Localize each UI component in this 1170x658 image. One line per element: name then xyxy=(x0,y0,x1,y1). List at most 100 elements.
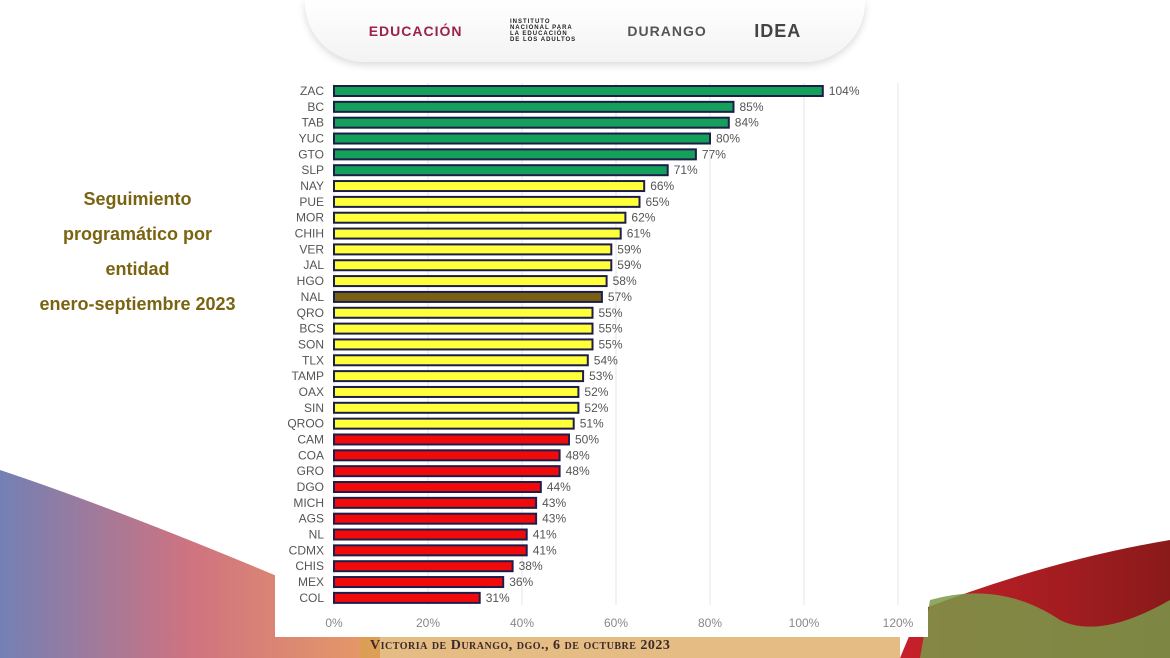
bar xyxy=(333,116,730,129)
data-label: 41% xyxy=(533,543,557,557)
category-label: COL xyxy=(299,591,324,605)
data-label: 43% xyxy=(542,512,566,526)
bar xyxy=(333,449,561,462)
category-label: MICH xyxy=(293,496,324,510)
bar xyxy=(333,354,589,367)
data-label: 55% xyxy=(599,337,623,351)
category-label: DGO xyxy=(297,480,324,494)
x-tick-label: 40% xyxy=(510,616,534,630)
bar xyxy=(333,576,505,589)
slide-title: Seguimiento programático por entidad ene… xyxy=(10,182,265,322)
category-label: OAX xyxy=(299,385,324,399)
data-label: 52% xyxy=(584,385,608,399)
chart-area: 0% 20% 40% 60% 80% 100% 120% ZAC 104% BC 85% TAB 84%… xyxy=(275,75,928,637)
bar xyxy=(333,148,697,161)
bar xyxy=(333,591,481,604)
data-label: 55% xyxy=(599,322,623,336)
bar xyxy=(333,560,514,573)
bar xyxy=(333,481,542,493)
category-label: NL xyxy=(309,528,325,542)
category-label: BCS xyxy=(299,322,324,336)
data-label: 104% xyxy=(829,84,860,98)
category-label: BC xyxy=(307,100,324,114)
data-label: 44% xyxy=(547,480,571,494)
data-label: 38% xyxy=(519,559,543,573)
bar xyxy=(333,306,594,319)
data-label: 65% xyxy=(646,195,670,209)
bar xyxy=(333,385,580,398)
category-label: GRO xyxy=(297,464,324,478)
bar xyxy=(333,275,608,288)
category-label: ZAC xyxy=(300,84,324,98)
data-label: 52% xyxy=(584,401,608,415)
bar xyxy=(333,417,575,430)
title-line: programático por xyxy=(62,224,213,244)
bar xyxy=(333,227,622,240)
data-label: 54% xyxy=(594,353,618,367)
data-label: 84% xyxy=(735,116,759,130)
category-label: MOR xyxy=(296,211,324,225)
bar xyxy=(333,100,735,113)
data-label: 48% xyxy=(566,448,590,462)
data-label: 48% xyxy=(566,464,590,478)
x-tick-label: 120% xyxy=(883,616,914,630)
data-label: 43% xyxy=(542,496,566,510)
bar xyxy=(333,195,641,208)
data-label: 71% xyxy=(674,163,698,177)
category-label: CAM xyxy=(297,432,324,446)
title-line: enero-septiembre 2023 xyxy=(39,294,236,314)
bar xyxy=(333,243,613,256)
category-label: PUE xyxy=(299,195,324,209)
category-label: SON xyxy=(298,337,324,351)
bar xyxy=(333,544,528,557)
bar xyxy=(333,338,594,351)
bar xyxy=(333,85,824,97)
bar xyxy=(333,322,594,335)
data-label: 59% xyxy=(617,258,641,272)
category-label: TLX xyxy=(302,353,324,367)
bar xyxy=(333,211,627,224)
x-tick-label: 80% xyxy=(698,616,722,630)
data-label: 58% xyxy=(613,274,637,288)
data-label: 66% xyxy=(650,179,674,193)
category-label: NAL xyxy=(301,290,325,304)
category-label: JAL xyxy=(303,258,324,272)
category-label: CHIH xyxy=(295,227,324,241)
x-tick-label: 0% xyxy=(325,616,343,630)
category-label: MEX xyxy=(298,575,324,589)
bar xyxy=(333,180,646,193)
bar xyxy=(333,132,711,145)
bar xyxy=(333,496,538,509)
data-label: 77% xyxy=(702,147,726,161)
idea-logo: IDEA xyxy=(754,20,802,41)
inea-logo: INSTITUTO NACIONAL PARA LA EDUCACIÓN DE … xyxy=(509,19,577,43)
category-label: GTO xyxy=(298,147,324,161)
x-tick-label: 60% xyxy=(604,616,628,630)
x-tick-label: 20% xyxy=(416,616,440,630)
data-label: 31% xyxy=(486,591,510,605)
educacion-logo: EDUCACIÓN xyxy=(368,23,463,39)
data-label: 85% xyxy=(740,100,764,114)
category-label: TAB xyxy=(302,116,324,130)
data-label: 50% xyxy=(575,432,599,446)
data-label: 41% xyxy=(533,528,557,542)
bar xyxy=(333,401,580,414)
x-tick-label: 100% xyxy=(789,616,820,630)
data-label: 55% xyxy=(599,306,623,320)
data-label: 61% xyxy=(627,227,651,241)
bar xyxy=(333,465,561,478)
bar xyxy=(333,259,613,272)
category-label: NAY xyxy=(300,179,324,193)
category-label: SIN xyxy=(304,401,324,415)
durango-logo: DURANGO xyxy=(627,23,707,39)
category-label: AGS xyxy=(299,512,324,526)
bar xyxy=(333,433,570,446)
bar xyxy=(333,290,603,303)
category-label: COA xyxy=(298,448,324,462)
category-label: TAMP xyxy=(292,369,324,383)
bar xyxy=(333,164,669,177)
data-label: 59% xyxy=(617,242,641,256)
category-label: VER xyxy=(299,242,324,256)
title-line: Seguimiento xyxy=(83,189,192,209)
category-label: QRO xyxy=(297,306,324,320)
